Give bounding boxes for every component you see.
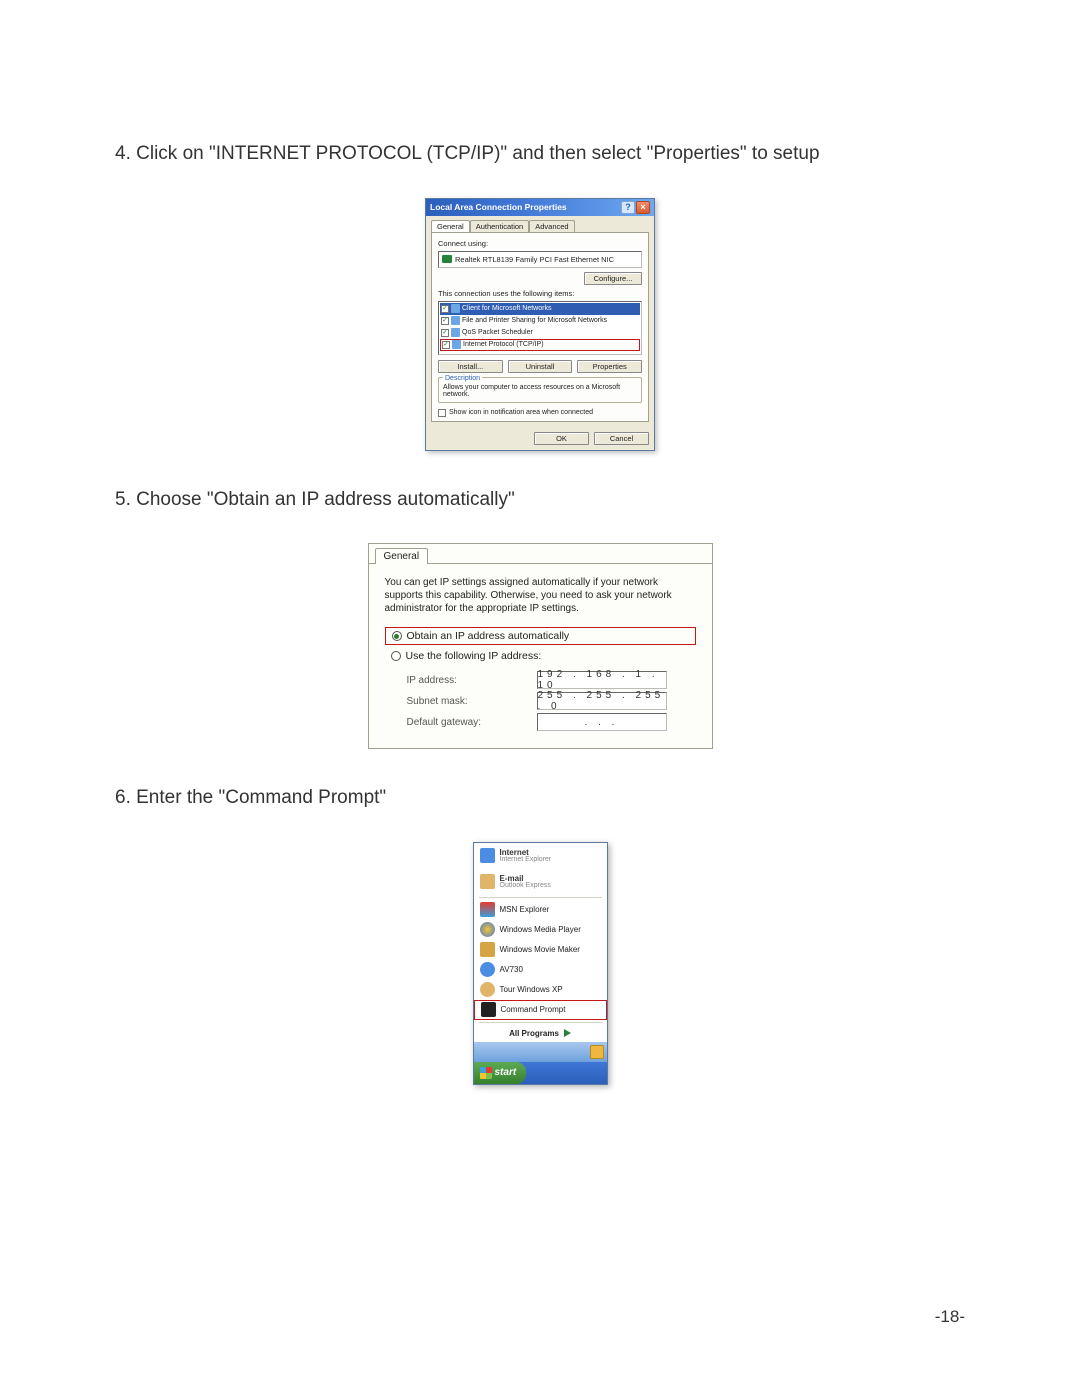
wmp-icon [480,922,495,937]
tab-general[interactable]: General [375,548,429,564]
start-item-internet[interactable]: Internet Internet Explorer [474,843,607,869]
start-menu-footer [474,1042,607,1062]
figure-3-container: Internet Internet Explorer E-mail Outloo… [115,842,965,1085]
wmm-icon [480,942,495,957]
this-connection-label: This connection uses the following items… [438,289,642,298]
taskbar: start [474,1062,607,1084]
ip-address-label: IP address: [407,675,537,686]
cancel-button[interactable]: Cancel [594,432,649,445]
checkbox-icon[interactable]: ✓ [441,329,449,337]
radio-use-following[interactable] [391,651,401,661]
connection-items-list: ✓ Client for Microsoft Networks ✓ File a… [438,301,642,355]
description-text: Allows your computer to access resources… [443,384,637,398]
tcpip-properties-dialog: General You can get IP settings assigned… [368,543,713,749]
item-label: File and Printer Sharing for Microsoft N… [462,317,607,324]
step-5-text: 5. Choose "Obtain an IP address automati… [115,486,965,514]
start-button[interactable]: start [474,1062,527,1084]
description-frame: Description Allows your computer to acce… [438,377,642,403]
client-icon [451,304,460,313]
item-label: QoS Packet Scheduler [462,329,533,336]
separator [479,1022,602,1023]
logoff-icon[interactable] [590,1045,604,1059]
start-item-wmm[interactable]: Windows Movie Maker [474,940,607,960]
fps-icon [451,316,460,325]
use-following-label: Use the following IP address: [406,650,542,662]
tcpip-icon [452,340,461,349]
msn-icon [480,902,495,917]
local-area-connection-dialog: Local Area Connection Properties ? × Gen… [425,198,655,451]
show-icon-label: Show icon in notification area when conn… [449,409,593,416]
tab-authentication[interactable]: Authentication [470,220,530,232]
ok-button[interactable]: OK [534,432,589,445]
obtain-ip-label: Obtain an IP address automatically [407,630,570,642]
help-icon[interactable]: ? [621,201,635,214]
start-item-av730[interactable]: AV730 [474,960,607,980]
windows-logo-icon [480,1067,492,1079]
list-item-qos[interactable]: ✓ QoS Packet Scheduler [440,327,640,339]
item-label: Client for Microsoft Networks [462,305,551,312]
separator [479,897,602,898]
cmd-label: Command Prompt [501,1005,566,1014]
arrow-right-icon [564,1029,571,1037]
obtain-ip-auto-row[interactable]: Obtain an IP address automatically [385,627,696,645]
step-6-text: 6. Enter the "Command Prompt" [115,784,965,812]
wmm-label: Windows Movie Maker [500,945,580,954]
checkbox-icon[interactable]: ✓ [441,317,449,325]
list-item-client[interactable]: ✓ Client for Microsoft Networks [440,303,640,315]
start-label: start [495,1067,517,1078]
description-legend: Description [443,375,482,382]
av730-icon [480,962,495,977]
default-gateway-input[interactable]: . . . [537,713,667,731]
item-label: Internet Protocol (TCP/IP) [463,341,544,348]
start-menu: Internet Internet Explorer E-mail Outloo… [473,842,608,1085]
msn-label: MSN Explorer [500,905,550,914]
use-following-ip-row[interactable]: Use the following IP address: [385,648,696,664]
all-programs-label: All Programs [509,1029,559,1038]
tour-icon [480,982,495,997]
start-item-msn[interactable]: MSN Explorer [474,900,607,920]
tab-advanced[interactable]: Advanced [529,220,574,232]
tcpip-info-text: You can get IP settings assigned automat… [385,576,696,615]
dialog-title: Local Area Connection Properties [430,202,567,212]
tour-label: Tour Windows XP [500,985,563,994]
av730-label: AV730 [500,965,523,974]
properties-button[interactable]: Properties [577,360,642,373]
start-item-tour[interactable]: Tour Windows XP [474,980,607,1000]
wmp-label: Windows Media Player [500,925,581,934]
nic-icon [442,255,452,263]
default-gateway-label: Default gateway: [407,717,537,728]
install-button[interactable]: Install... [438,360,503,373]
configure-button[interactable]: Configure... [584,272,642,285]
subnet-mask-input[interactable]: 255 . 255 . 255 . 0 [537,692,667,710]
step-4-text: 4. Click on "INTERNET PROTOCOL (TCP/IP)"… [115,140,965,168]
start-item-command-prompt[interactable]: Command Prompt [474,1000,607,1020]
ie-icon [480,848,495,863]
email-sub-label: Outlook Express [500,882,551,889]
figure-2-container: General You can get IP settings assigned… [115,543,965,749]
show-icon-checkbox[interactable] [438,409,446,417]
checkbox-icon[interactable]: ✓ [442,341,450,349]
checkbox-icon[interactable]: ✓ [441,305,449,313]
list-item-fps[interactable]: ✓ File and Printer Sharing for Microsoft… [440,315,640,327]
cmd-icon [481,1002,496,1017]
connect-using-label: Connect using: [438,239,642,248]
email-icon [480,874,495,889]
adapter-name: Realtek RTL8139 Family PCI Fast Ethernet… [455,255,614,264]
internet-sub-label: Internet Explorer [500,856,552,863]
start-item-wmp[interactable]: Windows Media Player [474,920,607,940]
tab-general[interactable]: General [431,220,470,232]
figure-1-container: Local Area Connection Properties ? × Gen… [115,198,965,451]
qos-icon [451,328,460,337]
close-icon[interactable]: × [636,201,650,214]
list-item-tcpip[interactable]: ✓ Internet Protocol (TCP/IP) [440,339,640,351]
dialog-titlebar: Local Area Connection Properties ? × [426,199,654,216]
all-programs-button[interactable]: All Programs [474,1025,607,1042]
adapter-field: Realtek RTL8139 Family PCI Fast Ethernet… [438,251,642,268]
subnet-mask-label: Subnet mask: [407,696,537,707]
start-item-email[interactable]: E-mail Outlook Express [474,869,607,895]
uninstall-button[interactable]: Uninstall [508,360,573,373]
page-number: -18- [935,1307,965,1327]
ip-address-input[interactable]: 192 . 168 . 1 . 10 [537,671,667,689]
radio-obtain-auto[interactable] [392,631,402,641]
